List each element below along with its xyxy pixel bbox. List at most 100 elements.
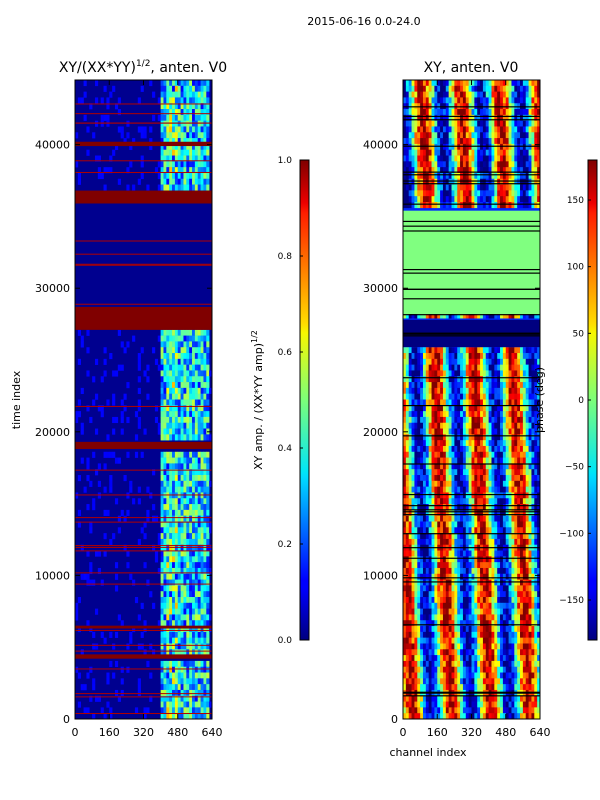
phase-cell [488, 428, 492, 435]
phase-cell [488, 527, 492, 534]
phase-cell [502, 451, 507, 458]
phase-cell [451, 190, 455, 197]
amplitude-cell [163, 504, 167, 511]
phase-cell [425, 91, 429, 98]
phase-cell [525, 97, 529, 104]
phase-cell [468, 515, 472, 522]
phase-cell [531, 538, 535, 546]
amplitude-cell [94, 550, 99, 557]
phase-cell [522, 428, 527, 435]
amplitude-cell [169, 713, 173, 719]
phase-cell [522, 445, 527, 453]
phase-cell [440, 120, 444, 127]
phase-cell [502, 562, 507, 569]
phase-cell [517, 167, 521, 174]
phase-cell [480, 109, 484, 116]
amplitude-cell [77, 701, 81, 708]
phase-cell [477, 312, 481, 319]
phase-cell [434, 475, 438, 482]
amplitude-cell [174, 701, 179, 708]
amplitude-cell [206, 416, 210, 424]
phase-cell [428, 463, 432, 470]
amplitude-cell [177, 504, 181, 511]
amplitude-cell [166, 457, 170, 464]
amplitude-cell [194, 527, 199, 534]
phase-cell [408, 120, 412, 127]
phase-cell [528, 143, 532, 151]
phase-cell [488, 445, 492, 453]
phase-cell [408, 498, 412, 505]
amplitude-cell [200, 370, 204, 377]
amplitude-cell [197, 684, 201, 691]
amplitude-cell [194, 80, 199, 87]
phase-cell [425, 97, 429, 104]
phase-cell [522, 550, 527, 557]
phase-cell [474, 172, 478, 180]
phase-cell [474, 161, 478, 168]
phase-cell [428, 149, 432, 156]
phase-cell [420, 591, 424, 598]
phase-cell [414, 184, 418, 191]
phase-cell [534, 132, 538, 139]
phase-cell [505, 196, 509, 203]
phase-cell [422, 562, 427, 569]
phase-cell [431, 184, 435, 191]
amplitude-cell [192, 660, 196, 668]
phase-cell [442, 353, 447, 360]
amplitude-cell [206, 515, 210, 522]
phase-cell [477, 411, 481, 418]
phase-cell [431, 91, 435, 98]
phase-cell [411, 167, 415, 174]
phase-cell [531, 509, 535, 516]
amplitude-cell [169, 463, 173, 470]
phase-cell [531, 109, 535, 116]
x-tick-label: 0 [72, 726, 79, 739]
phase-cell [405, 463, 409, 470]
amplitude-cell [200, 451, 204, 458]
phase-cell [511, 172, 515, 180]
phase-cell [471, 463, 475, 470]
phase-cell [460, 312, 464, 319]
amplitude-cell [80, 335, 84, 342]
phase-cell [477, 457, 481, 464]
phase-cell [425, 585, 429, 592]
phase-cell [482, 312, 487, 319]
phase-cell [422, 579, 427, 586]
amplitude-cell [203, 660, 207, 668]
phase-cell [408, 440, 412, 447]
phase-cell [491, 527, 495, 534]
phase-cell [422, 527, 427, 534]
amplitude-cell [189, 114, 193, 121]
phase-cell [465, 509, 469, 516]
phase-cell [422, 184, 427, 191]
phase-cell [454, 411, 458, 418]
phase-cell [477, 184, 481, 191]
phase-cell [480, 201, 484, 209]
amplitude-cell [174, 509, 179, 516]
amplitude-cell [192, 434, 196, 441]
amplitude-cell [200, 492, 204, 499]
phase-cell [497, 149, 501, 156]
phase-cell [442, 196, 447, 203]
amplitude-cell [177, 567, 181, 575]
phase-cell [517, 97, 521, 104]
phase-cell [537, 445, 540, 453]
amplitude-cell [169, 114, 173, 121]
amplitude-cell [192, 689, 196, 697]
phase-cell [522, 498, 527, 505]
amplitude-cell [183, 132, 187, 139]
phase-cell [440, 190, 444, 197]
phase-cell [477, 353, 481, 360]
phase-cell [420, 422, 424, 429]
amplitude-cell [172, 504, 176, 511]
phase-cell [411, 567, 415, 575]
phase-cell [494, 469, 498, 476]
phase-cell [403, 556, 407, 563]
phase-cell [425, 451, 429, 458]
phase-cell [440, 178, 444, 185]
phase-cell [431, 109, 435, 116]
phase-cell [482, 382, 487, 389]
amplitude-cell [189, 689, 193, 697]
phase-cell [497, 434, 501, 441]
amplitude-cell [172, 335, 176, 342]
